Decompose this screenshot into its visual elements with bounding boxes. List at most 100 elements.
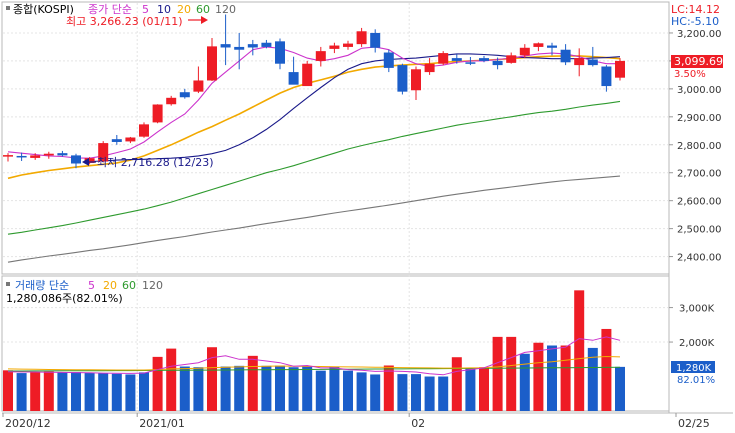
volume-bar [560,345,571,411]
candle-body [207,46,217,81]
candle-body [574,58,585,66]
candle-body [587,59,598,66]
low-arrow-icon [82,158,89,166]
last-price-text: 3,099.69 [674,55,723,68]
candle-body [275,41,285,64]
candle-body [234,46,245,50]
volume-bar [166,348,177,411]
candle-body [98,143,109,162]
volume-bar [424,376,435,411]
volume-bar [411,374,421,411]
candle-body [315,51,326,61]
candles [3,14,625,169]
candle-body [343,43,353,47]
candle-body [302,63,313,87]
candle-body [261,42,272,47]
candle-body [356,31,367,45]
volume-bar [43,371,54,411]
candle-body [370,32,381,48]
volume-bar [3,370,13,411]
volume-bar [30,372,41,411]
candle-body [179,92,190,98]
date-axis-labels: 2020/12 2021/01 02 02/25 [5,417,710,430]
volume-legend-toggle-icon[interactable] [6,282,10,286]
volume-bar [179,366,190,411]
price-tick-label: 2,500.00 [677,225,722,236]
volume-bar [492,336,503,411]
volume-bar [234,365,245,411]
legend-ma120: 120 [215,3,236,16]
volume-bar [71,372,81,411]
volume-bar [57,372,68,411]
candle-body [465,62,476,64]
candle-body [492,60,503,66]
legend-vol-ma60: 60 [122,279,136,292]
volume-bar [220,366,231,411]
candle-body [125,137,136,142]
candle-body [519,47,530,56]
volume-legend-label: 거래량 단순 [15,279,69,292]
volume-bar [601,328,612,411]
volume-bar [125,374,136,411]
volume-bar [451,357,462,411]
legend-toggle-icon[interactable] [6,6,10,10]
legend-ma10: 10 [157,3,171,16]
price-tick-label: 3,000.00 [677,85,722,96]
ma20-line [7,55,621,180]
price-panel[interactable] [1,1,670,275]
volume-bar [438,376,449,411]
x-grid [2,3,677,417]
candle-body [451,58,462,61]
date-tick-label: 2021/01 [139,417,185,430]
volume-bar [533,342,544,411]
volume-bar [547,345,557,411]
volume-bar [574,290,585,411]
volume-bar [397,374,408,411]
candle-body [479,58,489,61]
volume-bar [288,367,299,411]
high-arrow-icon [201,16,208,24]
volume-bar [587,347,598,411]
volume-bar [383,365,394,411]
volume-bars [3,290,625,411]
candle-body [30,155,41,158]
low-annotation: 최저 2,716.28 (12/23) [97,156,214,169]
volume-badge-text: 1,280K [676,363,712,374]
volume-bar [207,347,217,411]
candle-body [288,72,299,85]
vol-ma5-line [7,336,621,376]
high-annotation: 최고 3,266.23 (01/11) [66,15,183,28]
legend-vol-ma20: 20 [103,279,117,292]
date-tick-label: 02 [411,417,425,430]
candle-body [166,97,177,105]
candle-body [3,155,13,157]
candle-body [615,60,625,78]
volume-bar [315,370,326,411]
ma120-line [7,175,621,263]
hc-label: HC:-5.10 [671,15,719,28]
moving-average-lines [7,46,621,263]
legend-ma5: 5 [142,3,149,16]
candle-body [111,139,122,142]
candle-body [547,45,557,48]
volume-bar [16,373,27,411]
candle-body [193,80,204,92]
candle-body [438,53,449,64]
legend-vol-ma5: 5 [88,279,95,292]
candle-body [411,69,421,91]
volume-bar [506,336,517,411]
candle-body [139,124,149,137]
volume-bar [479,367,489,411]
price-grid [3,32,673,258]
volume-grid [3,307,673,343]
candle-body [397,65,408,92]
legend-ma20: 20 [177,3,191,16]
volume-bar [615,366,625,411]
volume-bar [519,353,530,411]
candle-body [560,49,571,63]
candle-body [601,66,612,87]
price-tick-label: 2,800.00 [677,141,722,152]
ma10-line [89,53,621,163]
candle-body [16,155,27,158]
